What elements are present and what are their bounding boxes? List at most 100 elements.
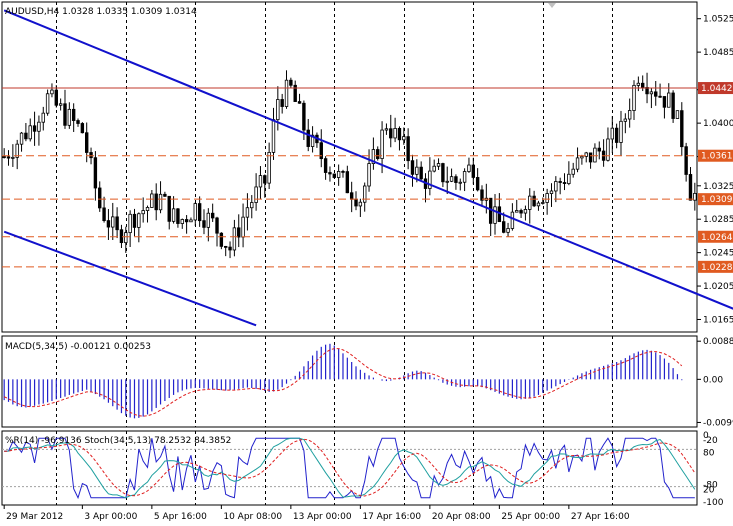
candle-body xyxy=(397,127,402,141)
price-tick-label: 1.0205 xyxy=(703,282,733,292)
candle-body xyxy=(415,166,419,175)
candle-body xyxy=(32,125,37,132)
time-tick-label: 20 Apr 08:00 xyxy=(432,512,491,522)
macd-tick-label: 0.00 xyxy=(703,375,723,385)
candle-body xyxy=(341,170,345,173)
stochastic-main-line xyxy=(4,437,696,499)
candle-body xyxy=(89,152,93,159)
candle-body xyxy=(371,149,376,164)
time-tick-label: 10 Apr 08:00 xyxy=(223,512,282,522)
candle-body xyxy=(254,186,258,203)
candle-body xyxy=(627,110,632,120)
level-price-label: 1.0361 xyxy=(701,152,733,162)
candle-body xyxy=(219,232,224,247)
candle-body xyxy=(206,212,211,228)
candle-body xyxy=(462,171,467,183)
candle-body xyxy=(502,221,506,233)
channel-lower-line[interactable] xyxy=(3,230,257,327)
candle-body xyxy=(349,192,354,200)
macd-signal-line xyxy=(3,348,683,417)
candle-body xyxy=(562,182,567,184)
candle-body xyxy=(258,175,263,188)
candle-body xyxy=(389,128,393,139)
candle-body xyxy=(597,147,601,152)
oscillator-tick-label: -20 xyxy=(703,436,718,446)
candle-body xyxy=(654,91,658,97)
price-tick-label: 1.0485 xyxy=(703,48,733,58)
candle-body xyxy=(276,99,280,121)
candle-body xyxy=(150,193,154,208)
candle-body xyxy=(380,129,384,159)
candle-body xyxy=(232,227,237,251)
candle-body xyxy=(328,172,332,175)
candle-body xyxy=(519,210,523,214)
candle-body xyxy=(102,207,106,221)
candle-body xyxy=(271,119,276,153)
level-price-tag xyxy=(698,230,733,243)
candle-body xyxy=(132,213,137,228)
candle-body xyxy=(141,210,145,215)
level-price-label: 1.0442 xyxy=(701,84,733,94)
symbol-info-label: AUDUSD,H4 1.0328 1.0335 1.0309 1.0314 xyxy=(5,7,197,17)
channel-upper-line[interactable] xyxy=(3,9,733,330)
macd-tick-label: -0.00995 xyxy=(703,418,733,428)
time-tick-label: 25 Apr 00:00 xyxy=(501,512,560,522)
price-tick-label: 1.0525 xyxy=(703,15,733,25)
candle-body xyxy=(610,127,614,140)
candle-body xyxy=(210,212,215,219)
candle-body xyxy=(402,136,406,141)
candle-body xyxy=(649,91,654,95)
candle-body xyxy=(76,120,80,124)
candle-body xyxy=(11,156,15,159)
chart-shift-marker-icon[interactable] xyxy=(548,3,556,8)
candle-body xyxy=(171,208,176,222)
candle-body xyxy=(202,220,206,228)
candle-body xyxy=(688,174,693,201)
candle-body xyxy=(228,246,232,251)
candle-body xyxy=(154,193,158,211)
oscillator-info-label: %R(14) -96.9136 Stoch(34,5,13) 78.2532 8… xyxy=(5,436,231,446)
candlestick-series xyxy=(2,70,697,259)
price-tick-label: 1.0325 xyxy=(703,182,733,192)
candle-body xyxy=(280,99,284,107)
candle-body xyxy=(528,195,532,210)
candle-body xyxy=(158,193,163,211)
level-price-tag xyxy=(698,149,733,162)
candle-body xyxy=(2,156,6,158)
candle-body xyxy=(137,213,141,228)
candle-body xyxy=(15,143,19,158)
candle-body xyxy=(567,173,571,184)
candle-body xyxy=(310,134,315,147)
candle-body xyxy=(541,202,545,204)
candle-body xyxy=(358,201,363,207)
candle-body xyxy=(636,82,641,86)
candle-body xyxy=(432,165,436,172)
level-price-tag xyxy=(698,193,733,206)
candle-body xyxy=(680,110,684,148)
candle-body xyxy=(250,202,254,209)
candle-body xyxy=(458,181,462,184)
candle-body xyxy=(345,171,350,194)
macd-pane[interactable] xyxy=(1,335,698,428)
candle-body xyxy=(406,136,410,162)
candle-body xyxy=(441,163,445,183)
candle-body xyxy=(580,156,584,159)
candle-body xyxy=(302,102,306,131)
candle-body xyxy=(128,213,132,234)
candle-body xyxy=(85,132,89,153)
oscillator-pane[interactable] xyxy=(1,430,698,506)
candle-body xyxy=(176,208,180,224)
candle-body xyxy=(306,129,310,147)
candle-body xyxy=(45,93,50,114)
candle-body xyxy=(454,176,458,183)
candle-body xyxy=(241,216,245,238)
candle-body xyxy=(19,132,24,145)
oscillator-tick-label: 20 xyxy=(703,486,715,496)
candle-body xyxy=(224,245,228,248)
time-tick-label: 17 Apr 16:00 xyxy=(362,512,421,522)
price-tick-label: 1.0400 xyxy=(703,119,733,129)
candle-body xyxy=(571,168,575,175)
candle-body xyxy=(588,152,593,163)
